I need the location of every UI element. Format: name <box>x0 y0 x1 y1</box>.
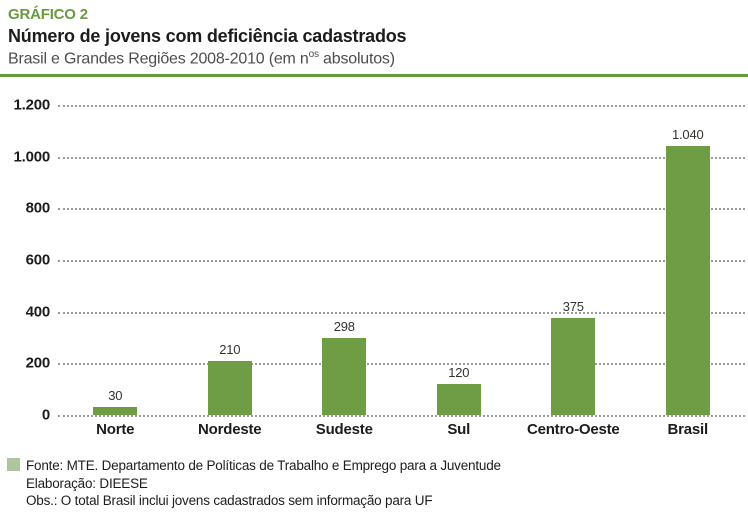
bar-column: 210 <box>173 105 288 415</box>
gridline <box>58 260 745 262</box>
bar-column: 375 <box>516 105 631 415</box>
x-tick-label: Centro-Oeste <box>526 421 620 438</box>
bar-value-label: 210 <box>219 341 241 357</box>
x-tick-label: Sul <box>447 421 471 438</box>
bar-column: 1.040 <box>631 105 746 415</box>
bar <box>207 360 252 415</box>
chart-subtitle-ordinal: os <box>308 48 319 60</box>
chart-kicker: GRÁFICO 2 <box>8 6 88 23</box>
bar-value-label: 1.040 <box>671 127 704 143</box>
y-tick-label: 0 <box>41 406 50 424</box>
x-tick-label: Norte <box>96 421 135 438</box>
footer-source: Fonte: MTE. Departamento de Políticas de… <box>26 458 501 473</box>
y-tick-label: 600 <box>25 251 51 269</box>
y-axis-labels: 1.200 1.000 800 600 400 200 0 <box>0 97 51 424</box>
y-tick-label: 400 <box>25 303 51 321</box>
bar-value-label: 30 <box>108 388 123 404</box>
y-tick-label: 200 <box>25 354 51 372</box>
chart-subtitle: Brasil e Grandes Regiões 2008-2010 (em n… <box>8 49 748 69</box>
bars-area: 30 210 298 120 375 1.040 <box>58 105 745 415</box>
gridlines <box>58 105 745 417</box>
gridline <box>58 105 745 107</box>
bar-value-label: 298 <box>333 319 355 335</box>
footer-elaboration: Elaboração: DIEESE <box>26 475 148 491</box>
bar-value-label: 120 <box>448 365 470 380</box>
bar <box>665 146 710 415</box>
gridline <box>58 156 745 159</box>
gridline <box>58 363 745 366</box>
x-tick-label: Brasil <box>667 421 709 438</box>
bar <box>93 407 138 415</box>
bar-value-label: 375 <box>562 299 584 315</box>
bar <box>436 384 481 415</box>
footer-text: Fonte: MTE. Departamento de Políticas de… <box>26 457 501 510</box>
bar <box>322 338 367 415</box>
bar-column: 298 <box>287 105 402 415</box>
x-axis-labels: Norte Nordeste Sudeste Sul Centro-Oeste Brasi… <box>58 421 745 438</box>
chart-header: GRÁFICO 2 Número de jovens com deficiênc… <box>8 6 748 68</box>
gridline <box>58 415 745 417</box>
gridline <box>58 311 745 314</box>
x-tick-label: Nordeste <box>198 421 262 438</box>
chart-subtitle-prefix: Brasil e Grandes Regiões 2008-2010 (em n <box>8 49 309 67</box>
y-tick-label: 1.000 <box>13 148 50 166</box>
x-tick-label: Sudeste <box>315 421 373 438</box>
bar-column: 30 <box>58 105 173 415</box>
chart-subtitle-suffix: absolutos) <box>318 49 395 67</box>
y-tick-label: 800 <box>25 199 51 217</box>
y-tick-label: 1.200 <box>13 96 50 114</box>
footer-note: Obs.: O total Brasil inclui jovens cadas… <box>26 493 433 509</box>
header-divider-rule <box>0 74 748 77</box>
bar <box>551 318 596 415</box>
legend-square-icon <box>7 458 20 471</box>
chart-footer: Fonte: MTE. Departamento de Políticas de… <box>7 457 740 510</box>
chart-title: Número de jovens com deficiência cadastr… <box>8 26 407 46</box>
bar-chart: 1.200 1.000 800 600 400 200 0 30 210 298 120 375 1.… <box>0 97 748 440</box>
gridline <box>58 208 745 211</box>
bar-column: 120 <box>402 105 517 415</box>
